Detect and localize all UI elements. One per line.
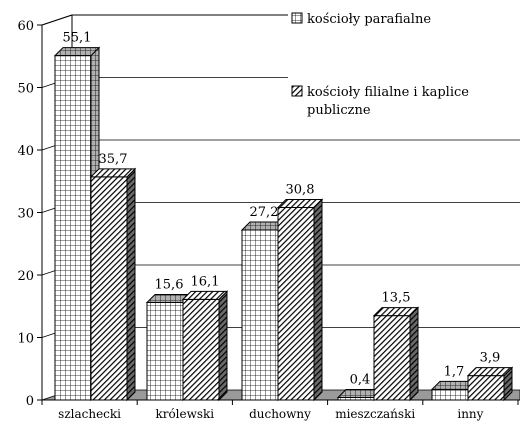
- x-tick-label: królewski: [155, 407, 214, 421]
- bar-front: [146, 302, 184, 401]
- legend: kościoły parafialne kościoły filialne i …: [288, 0, 520, 132]
- bar-front: [90, 176, 128, 401]
- bar-top: [466, 367, 514, 377]
- bar-front: [241, 229, 279, 401]
- legend-background: [288, 0, 520, 132]
- bar-top: [372, 307, 420, 317]
- bar-filialne: [181, 290, 229, 402]
- y-tick-label: 60: [17, 19, 34, 34]
- data-labels: 55,1 35,7 15,6 16,1 27,2 30,8 0,4 13,5 1,7 3,9: [63, 31, 501, 388]
- legend-swatch-hatch: [291, 85, 303, 97]
- bar-filialne: [89, 167, 137, 402]
- data-label: 13,5: [382, 291, 411, 306]
- legend-swatch-grid: [291, 12, 303, 24]
- y-tick-label: 20: [17, 269, 34, 284]
- data-label: 55,1: [63, 31, 92, 46]
- data-label: 27,2: [250, 205, 279, 220]
- bar-top: [53, 47, 101, 57]
- data-label: 16,1: [191, 274, 220, 289]
- data-label: 15,6: [155, 278, 184, 293]
- bar-side: [218, 290, 228, 402]
- bar-front: [467, 375, 505, 401]
- x-tick-label: mieszczański: [335, 407, 415, 421]
- y-tick-label: 50: [17, 82, 34, 97]
- bar-filialne: [466, 366, 514, 402]
- data-label: 0,4: [350, 373, 371, 388]
- y-tick-label: 30: [17, 207, 34, 222]
- legend-item-2: kościoły filialne i kaplice publiczne: [291, 85, 473, 118]
- x-tick-label: duchowny: [249, 407, 311, 421]
- data-label: 30,8: [286, 183, 315, 198]
- axes: 0 10 20 30 40 50 60 szlachecki królewski duchowny…: [17, 19, 520, 421]
- x-tick-label: szlachecki: [58, 407, 121, 421]
- y-tick-label: 0: [26, 394, 34, 409]
- bar-filialne: [372, 306, 420, 402]
- x-tick-label: inny: [457, 407, 483, 421]
- bar-top: [276, 199, 324, 208]
- bar-top: [181, 290, 229, 300]
- data-label: 3,9: [480, 351, 501, 366]
- bar-front: [182, 298, 220, 401]
- y-tick-label: 40: [17, 144, 34, 159]
- bar-front: [431, 388, 469, 401]
- legend-label-1: kościoły parafialne: [307, 12, 431, 27]
- bar-side: [313, 198, 323, 402]
- legend-item-1: kościoły parafialne: [291, 12, 431, 27]
- bars: [53, 46, 514, 402]
- y-tick-label: 10: [17, 332, 34, 347]
- data-label: 1,7: [444, 364, 465, 379]
- data-label: 35,7: [99, 152, 128, 167]
- bar-side: [409, 306, 419, 402]
- bar-filialne: [276, 198, 324, 402]
- bar-front: [277, 207, 315, 401]
- bar-top: [89, 168, 137, 178]
- gridline-side: [41, 14, 73, 26]
- bar-side: [126, 167, 136, 402]
- legend-label-2: kościoły filialne i kaplice publiczne: [307, 85, 473, 118]
- bar-front: [54, 55, 92, 401]
- bar-front: [373, 315, 411, 401]
